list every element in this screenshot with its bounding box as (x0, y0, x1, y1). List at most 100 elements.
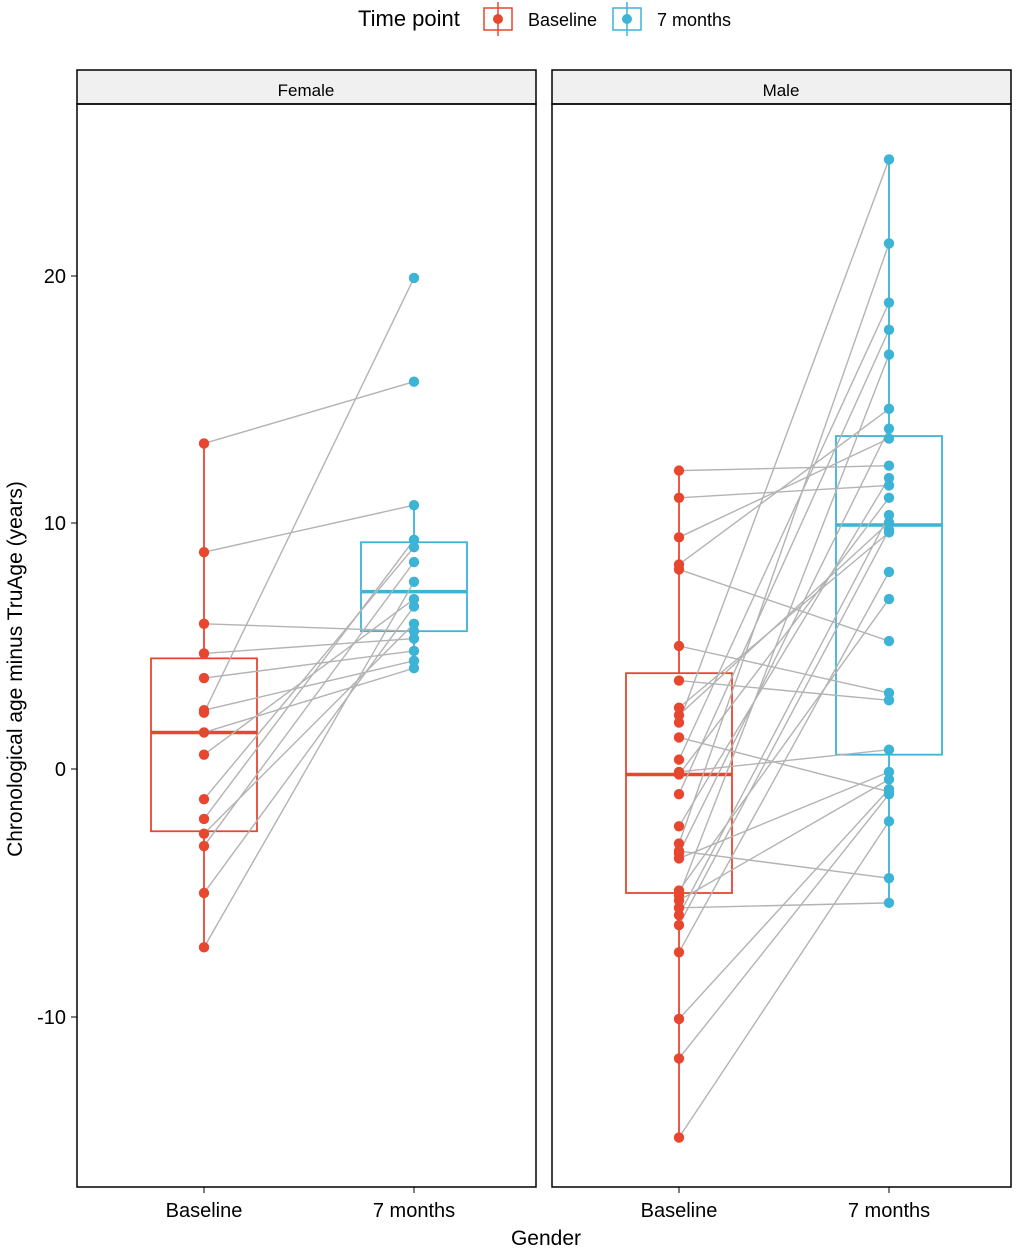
point-male-7-months-6 (883, 403, 895, 415)
point-female-baseline-9 (198, 887, 210, 899)
x-tick-label-female-baseline: Baseline (166, 1200, 243, 1222)
point-female-7-months-12 (408, 633, 420, 644)
pair-line-female-15 (203, 667, 415, 734)
x-tick-label-female-7-months: 7 months (373, 1200, 455, 1222)
point-female-baseline-4 (198, 813, 210, 825)
point-male-7-months-17 (883, 566, 895, 578)
y-axis: 20 10 0 -10 (37, 266, 77, 1029)
point-female-7-months-6 (408, 556, 420, 568)
point-male-baseline-19 (673, 564, 685, 575)
pair-line-female-8 (203, 598, 415, 756)
point-female-baseline-10 (198, 618, 210, 629)
pair-line-female-6 (203, 561, 415, 847)
y-axis-title: Chronological age minus TruAge (years) (4, 481, 27, 857)
point-male-baseline-23 (673, 853, 685, 864)
legend-key-7-months (612, 2, 642, 36)
point-male-7-months-8 (883, 433, 895, 444)
pair-line-male-1 (678, 159, 890, 723)
point-male-7-months-30 (883, 786, 895, 797)
point-female-7-months-1 (408, 272, 420, 284)
pair-line-female-1 (203, 277, 415, 713)
pair-line-male-17 (678, 571, 890, 953)
point-male-baseline-8 (673, 532, 685, 543)
point-male-baseline-15 (673, 919, 685, 931)
point-male-baseline-17 (673, 947, 685, 958)
point-male-baseline-21 (673, 675, 685, 686)
point-male-7-months-11 (883, 480, 895, 491)
x-tick-label-male-baseline: Baseline (641, 1200, 718, 1222)
point-male-baseline-3 (673, 754, 685, 765)
point-female-7-months-2 (408, 376, 420, 387)
point-female-7-months-5 (408, 542, 420, 553)
point-female-baseline-3 (198, 546, 210, 558)
pair-line-male-15 (678, 529, 890, 926)
strip-male (551, 69, 1012, 105)
plot-area-male (625, 154, 943, 1143)
point-male-baseline-22 (673, 766, 685, 778)
pair-line-male-27 (678, 820, 890, 1138)
legend: Time point Baseline 7 months (358, 2, 731, 36)
point-female-7-months-7 (408, 576, 420, 587)
pair-line-male-8 (678, 437, 890, 538)
pair-line-male-19 (678, 568, 890, 642)
pair-line-female-11 (203, 623, 415, 835)
point-male-baseline-18 (673, 885, 685, 896)
point-male-7-months-23 (883, 766, 895, 778)
point-female-7-months-13 (408, 655, 420, 667)
point-female-baseline-14 (198, 672, 210, 684)
point-male-7-months-22 (883, 744, 895, 755)
point-female-baseline-11 (198, 828, 210, 839)
point-male-7-months-27 (883, 816, 895, 827)
legend-label-7-months: 7 months (657, 10, 731, 30)
point-female-7-months-15 (408, 663, 420, 674)
y-tick-label-10: 10 (44, 513, 66, 535)
pair-line-male-18 (678, 598, 890, 891)
point-male-baseline-25 (673, 1013, 685, 1025)
y-tick-label-neg10: -10 (37, 1007, 66, 1029)
point-male-7-months-19 (883, 635, 895, 647)
point-female-7-months-10 (408, 625, 420, 637)
point-male-baseline-16 (673, 702, 685, 713)
point-female-baseline-15 (198, 727, 210, 738)
point-male-7-months-28 (883, 872, 895, 884)
point-male-baseline-30 (673, 732, 685, 743)
point-male-baseline-1 (673, 717, 685, 728)
y-tick-label-0: 0 (55, 759, 66, 781)
pair-line-female-9 (203, 606, 415, 894)
pair-line-male-23 (678, 771, 890, 860)
pair-line-male-22 (678, 749, 890, 773)
box-female-baseline (150, 657, 258, 833)
pair-line-male-2 (678, 243, 890, 844)
point-male-7-months-21 (883, 695, 895, 706)
pair-line-female-3 (203, 504, 415, 553)
y-tick-label-20: 20 (44, 266, 66, 288)
legend-title: Time point (358, 6, 460, 31)
point-female-7-months-4 (408, 534, 420, 545)
point-male-7-months-2 (883, 238, 895, 249)
point-male-baseline-24 (673, 895, 685, 906)
point-male-baseline-4 (673, 789, 685, 800)
point-male-baseline-10 (673, 821, 685, 832)
pair-line-male-28 (678, 850, 890, 879)
legend-label-baseline: Baseline (528, 10, 597, 30)
pair-line-female-12 (203, 637, 415, 655)
pair-line-female-2 (203, 381, 415, 445)
point-female-baseline-2 (198, 438, 210, 449)
pair-line-male-6 (678, 408, 890, 566)
pair-line-female-13 (203, 660, 415, 711)
point-male-baseline-2 (673, 838, 685, 849)
point-male-baseline-28 (673, 845, 685, 857)
point-male-7-months-16 (883, 527, 895, 538)
point-female-baseline-7 (198, 942, 210, 953)
point-male-baseline-20 (673, 640, 685, 652)
pair-line-female-10 (203, 623, 415, 632)
point-female-7-months-3 (408, 500, 420, 511)
point-male-7-months-24 (883, 774, 895, 785)
point-male-7-months-1 (883, 154, 895, 165)
pair-line-male-30 (678, 736, 890, 793)
pair-line-male-4 (678, 329, 890, 795)
point-female-baseline-6 (198, 840, 210, 852)
point-male-7-months-4 (883, 324, 895, 336)
point-male-7-months-13 (883, 509, 895, 521)
pair-line-male-16 (678, 531, 890, 709)
